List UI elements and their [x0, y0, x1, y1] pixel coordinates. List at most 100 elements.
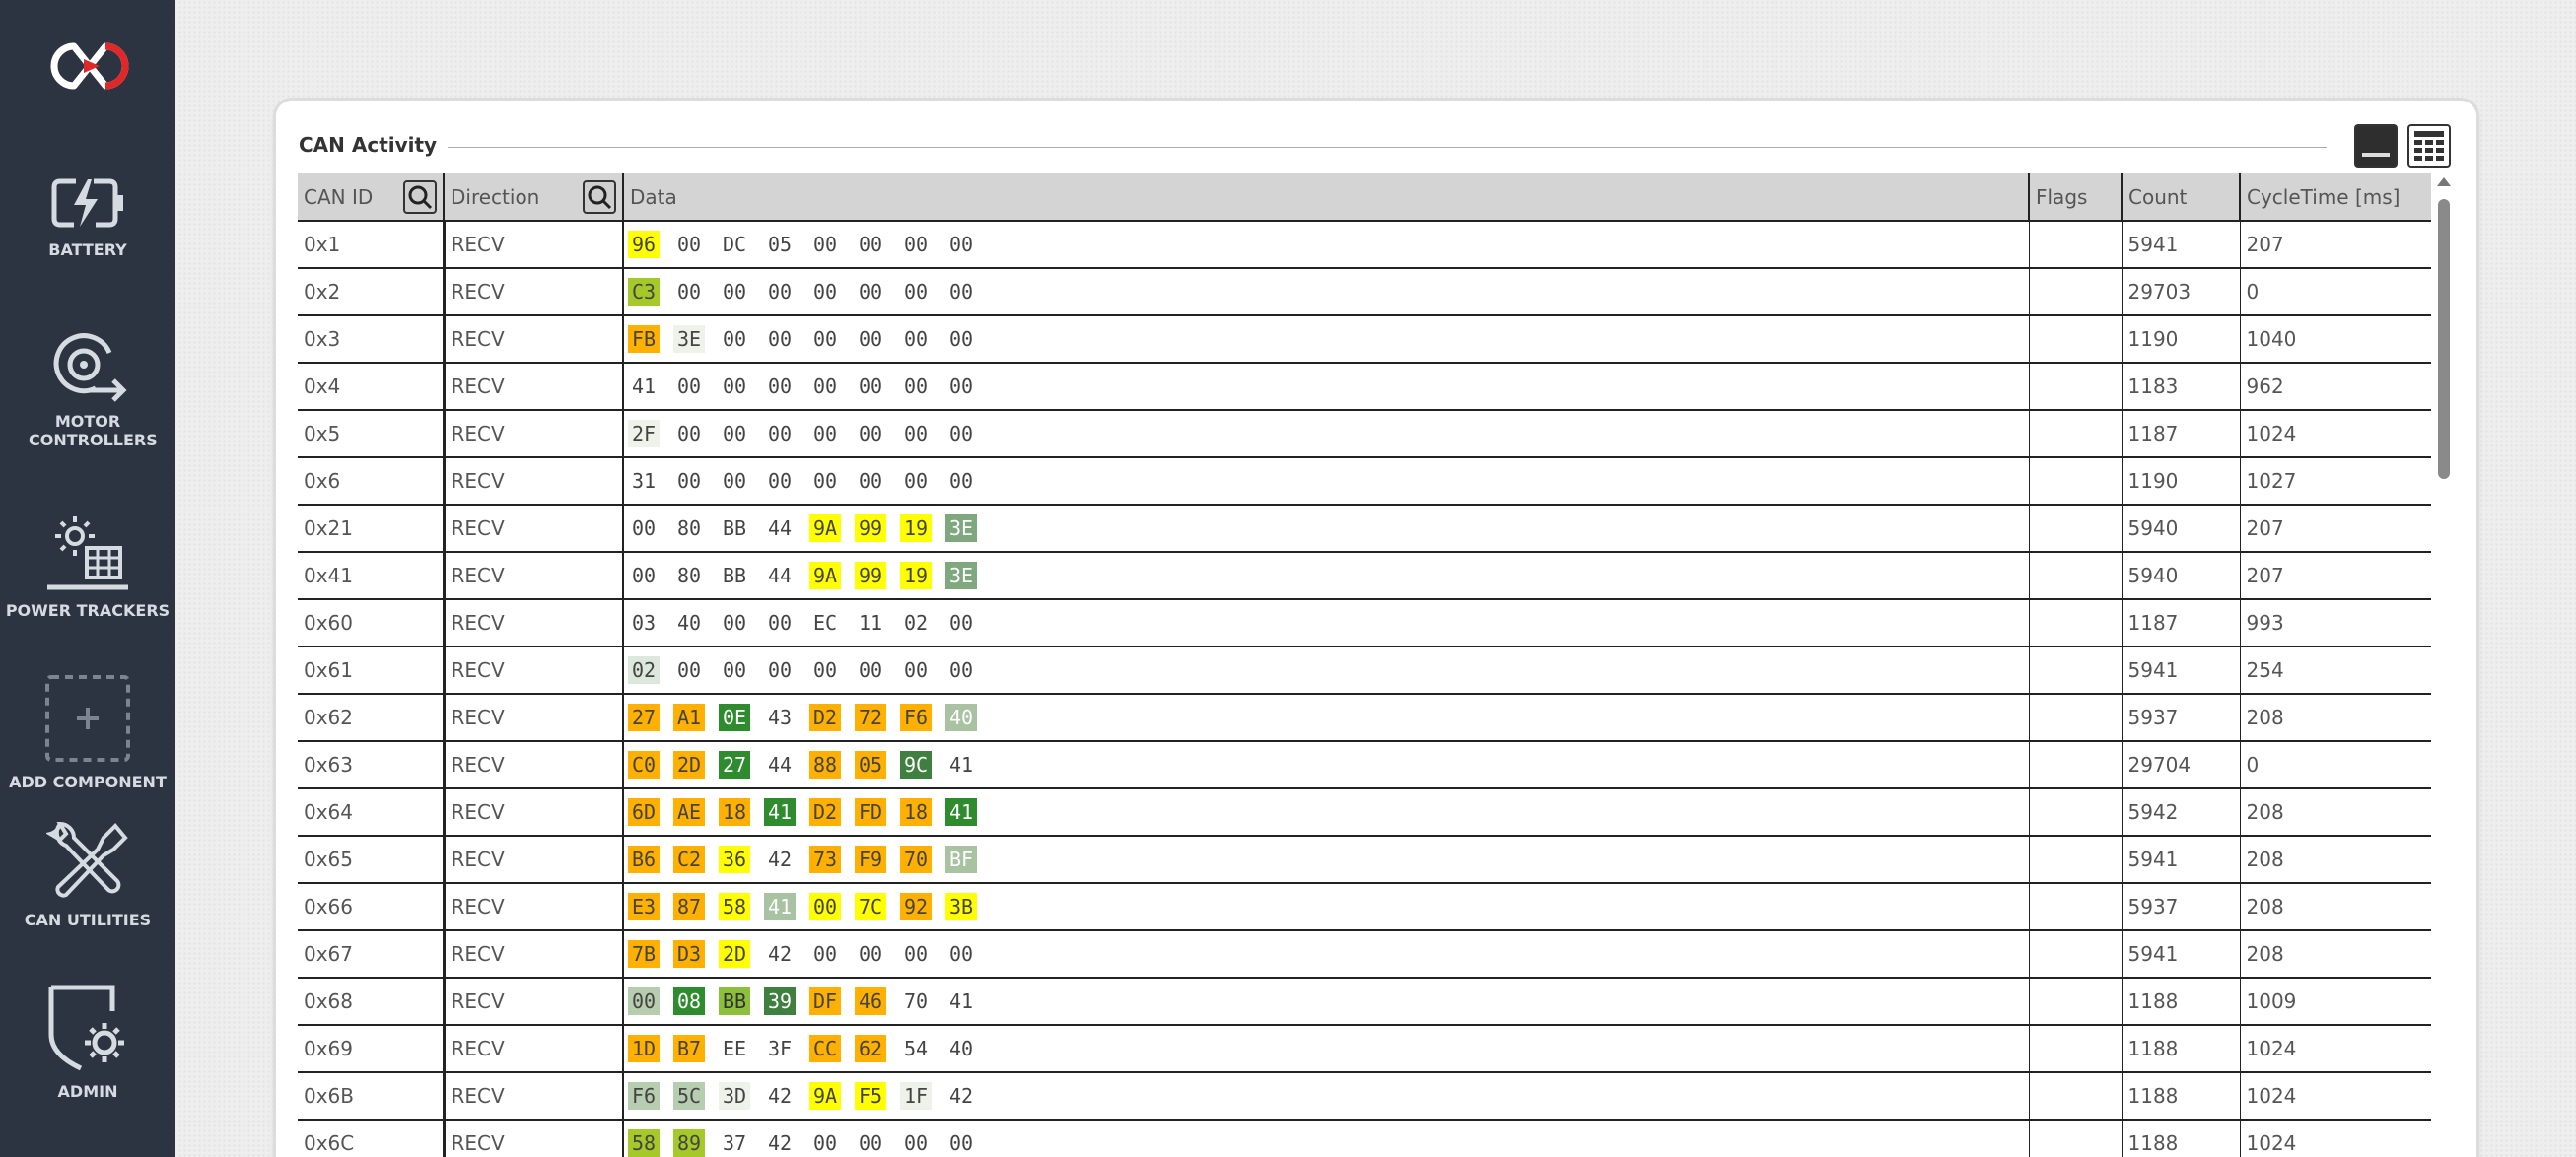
data-byte: 37 — [722, 1131, 747, 1155]
data-byte: 27 — [628, 704, 660, 731]
data-byte: 00 — [676, 422, 702, 445]
data-byte: 00 — [676, 658, 702, 682]
table-row[interactable]: 0x61 RECV 02 00 00 00 00 00 00 00 5941 254 — [298, 647, 2431, 695]
data-byte: 00 — [812, 233, 838, 256]
data-byte: 80 — [676, 516, 702, 540]
table-row[interactable]: 0x64 RECV 6D AE 18 41 D2 FD 18 41 5942 208 — [298, 788, 2431, 837]
table-row[interactable]: 0x2 RECV C3 00 00 00 00 00 00 00 29703 0 — [298, 268, 2431, 316]
count-cell: 29704 — [2121, 741, 2240, 789]
data-byte: 00 — [809, 893, 841, 920]
cycletime-cell: 208 — [2239, 836, 2431, 884]
column-header-flags[interactable]: Flags — [2028, 173, 2122, 222]
data-byte: 00 — [767, 374, 793, 398]
data-byte: 00 — [948, 327, 974, 351]
motor-icon — [53, 333, 127, 402]
scroll-up-arrow[interactable] — [2437, 177, 2451, 186]
panel-title: CAN Activity — [299, 133, 438, 157]
data-byte: F5 — [855, 1082, 886, 1110]
flags-cell — [2028, 930, 2122, 979]
data-byte: 00 — [858, 280, 883, 304]
data-byte: 00 — [812, 374, 838, 398]
table-row[interactable]: 0x6C RECV 58 89 37 42 00 00 00 00 1188 1024 — [298, 1120, 2431, 1157]
data-byte: 00 — [676, 233, 702, 256]
table-row[interactable]: 0x1 RECV 96 00 DC 05 00 00 00 00 5941 207 — [298, 221, 2431, 269]
table-row[interactable]: 0x21 RECV 00 80 BB 44 9A 99 19 3E 5940 207 — [298, 505, 2431, 553]
cycletime-cell: 254 — [2239, 647, 2431, 695]
sidebar-item-motor-controllers[interactable]: MOTOR CONTROLLERS — [0, 329, 175, 449]
data-byte: 18 — [900, 798, 932, 826]
data-byte: 39 — [764, 987, 796, 1015]
column-header-can-id[interactable]: CAN ID — [298, 173, 444, 222]
sidebar-item-add-component[interactable]: ADD COMPONENT — [0, 674, 175, 791]
data-byte: 3B — [945, 893, 977, 920]
sidebar-item-power-trackers[interactable]: POWER TRACKERS — [0, 512, 175, 620]
data-byte: 70 — [900, 846, 932, 873]
data-byte: 42 — [948, 1084, 974, 1108]
data-byte: 0E — [719, 704, 750, 731]
cycletime-cell: 1009 — [2239, 978, 2431, 1026]
table-header-row: CAN ID Direction Data Flags Count CycleT… — [298, 173, 2431, 222]
table-row[interactable]: 0x63 RECV C0 2D 27 44 88 05 9C 41 29704 0 — [298, 741, 2431, 789]
sidebar-item-label: MOTOR CONTROLLERS — [29, 412, 158, 449]
table-row[interactable]: 0x69 RECV 1D B7 EE 3F CC 62 54 40 1188 1024 — [298, 1025, 2431, 1073]
table-row[interactable]: 0x3 RECV FB 3E 00 00 00 00 00 00 1190 1040 — [298, 315, 2431, 364]
data-byte: 44 — [767, 564, 793, 587]
column-header-cycletime[interactable]: CycleTime [ms] — [2239, 173, 2431, 222]
can-id-filter-button[interactable] — [403, 180, 437, 214]
cycletime-cell: 1024 — [2239, 1120, 2431, 1157]
data-byte: 00 — [948, 469, 974, 493]
sidebar-item-can-utilities[interactable]: CAN UTILITIES — [0, 820, 175, 929]
table-row[interactable]: 0x65 RECV B6 C2 36 42 73 F9 70 BF 5941 208 — [298, 836, 2431, 884]
data-byte: 46 — [855, 987, 886, 1015]
data-byte: 9A — [809, 562, 841, 589]
data-byte: 00 — [812, 422, 838, 445]
table-row[interactable]: 0x6B RECV F6 5C 3D 42 9A F5 1F 42 1188 1024 — [298, 1072, 2431, 1121]
solar-panel-icon — [47, 516, 128, 590]
data-byte: 00 — [812, 1131, 838, 1155]
column-header-count[interactable]: Count — [2121, 173, 2240, 222]
can-id-cell: 0x68 — [298, 978, 444, 1026]
data-byte: 00 — [767, 422, 793, 445]
sidebar-item-admin[interactable]: ADMIN — [0, 984, 175, 1101]
table-row[interactable]: 0x62 RECV 27 A1 0E 43 D2 72 F6 40 5937 208 — [298, 694, 2431, 742]
count-cell: 1188 — [2121, 1025, 2240, 1073]
flags-cell — [2028, 457, 2122, 506]
table-row[interactable]: 0x67 RECV 7B D3 2D 42 00 00 00 00 5941 208 — [298, 930, 2431, 979]
sidebar-item-battery[interactable]: BATTERY — [0, 175, 175, 259]
flags-cell — [2028, 836, 2122, 884]
table-row[interactable]: 0x5 RECV 2F 00 00 00 00 00 00 00 1187 1024 — [298, 410, 2431, 458]
data-byte: 05 — [855, 751, 886, 779]
column-header-data[interactable]: Data — [622, 173, 2029, 222]
table-row[interactable]: 0x6 RECV 31 00 00 00 00 00 00 00 1190 1027 — [298, 457, 2431, 506]
title-divider — [448, 147, 2327, 148]
data-cell: C3 00 00 00 00 00 00 00 — [622, 268, 2029, 316]
table-row[interactable]: 0x66 RECV E3 87 58 41 00 7C 92 3B 5937 208 — [298, 883, 2431, 931]
flags-cell — [2028, 221, 2122, 269]
sidebar-item-label: ADD COMPONENT — [9, 773, 167, 791]
data-cell: 02 00 00 00 00 00 00 00 — [622, 647, 2029, 695]
data-byte: F6 — [900, 704, 932, 731]
data-byte: 36 — [719, 846, 750, 873]
direction-cell: RECV — [442, 694, 623, 742]
table-row[interactable]: 0x68 RECV 00 08 BB 39 DF 46 70 41 1188 1009 — [298, 978, 2431, 1026]
data-byte: 7B — [628, 940, 660, 968]
app-logo[interactable] — [44, 37, 135, 95]
data-byte: 9A — [809, 514, 841, 542]
data-byte: 5C — [673, 1082, 705, 1110]
data-byte: 00 — [767, 327, 793, 351]
table-row[interactable]: 0x60 RECV 03 40 00 00 EC 11 02 00 1187 993 — [298, 599, 2431, 647]
column-header-direction[interactable]: Direction — [443, 173, 623, 222]
data-cell: 6D AE 18 41 D2 FD 18 41 — [622, 788, 2029, 837]
cycletime-cell: 207 — [2239, 221, 2431, 269]
data-byte: 41 — [764, 798, 796, 826]
vertical-scrollbar[interactable] — [2438, 199, 2450, 479]
data-byte: 62 — [855, 1035, 886, 1062]
grid-view-button[interactable] — [2407, 124, 2451, 168]
data-byte: 00 — [948, 611, 974, 635]
table-row[interactable]: 0x41 RECV 00 80 BB 44 9A 99 19 3E 5940 207 — [298, 552, 2431, 600]
single-view-button[interactable] — [2354, 124, 2398, 168]
table-row[interactable]: 0x4 RECV 41 00 00 00 00 00 00 00 1183 962 — [298, 363, 2431, 411]
data-byte: 00 — [812, 658, 838, 682]
direction-cell: RECV — [442, 505, 623, 553]
direction-filter-button[interactable] — [583, 180, 616, 214]
